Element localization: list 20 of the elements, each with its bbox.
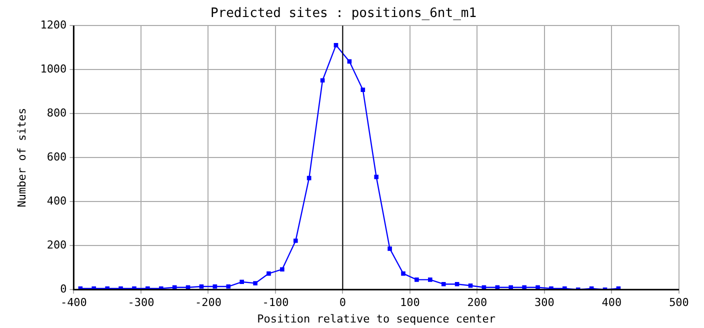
- y-tick-label: 400: [46, 194, 67, 208]
- x-tick-label: -200: [194, 296, 222, 310]
- x-tick-label: 100: [400, 296, 420, 310]
- x-tick-label: 0: [339, 296, 346, 310]
- x-tick-label: -400: [60, 296, 87, 310]
- y-tick-label: 0: [60, 282, 67, 296]
- x-axis-title: Position relative to sequence center: [257, 312, 496, 326]
- y-tick-label: 200: [46, 238, 67, 252]
- y-tick-label: 600: [46, 150, 67, 164]
- y-tick-label: 1200: [40, 18, 67, 32]
- x-tick-label: 300: [534, 296, 554, 310]
- x-tick-label: -300: [128, 296, 154, 310]
- y-axis-title: Number of sites: [15, 108, 28, 208]
- x-tick-label: 500: [669, 296, 689, 310]
- x-tick-label: 200: [467, 296, 488, 310]
- chart-title: Predicted sites : positions_6nt_m1: [210, 6, 477, 22]
- x-tick-label: -100: [262, 296, 289, 310]
- y-tick-label: 1000: [40, 62, 67, 76]
- y-tick-label: 800: [46, 106, 67, 120]
- x-tick-label: 400: [602, 296, 622, 310]
